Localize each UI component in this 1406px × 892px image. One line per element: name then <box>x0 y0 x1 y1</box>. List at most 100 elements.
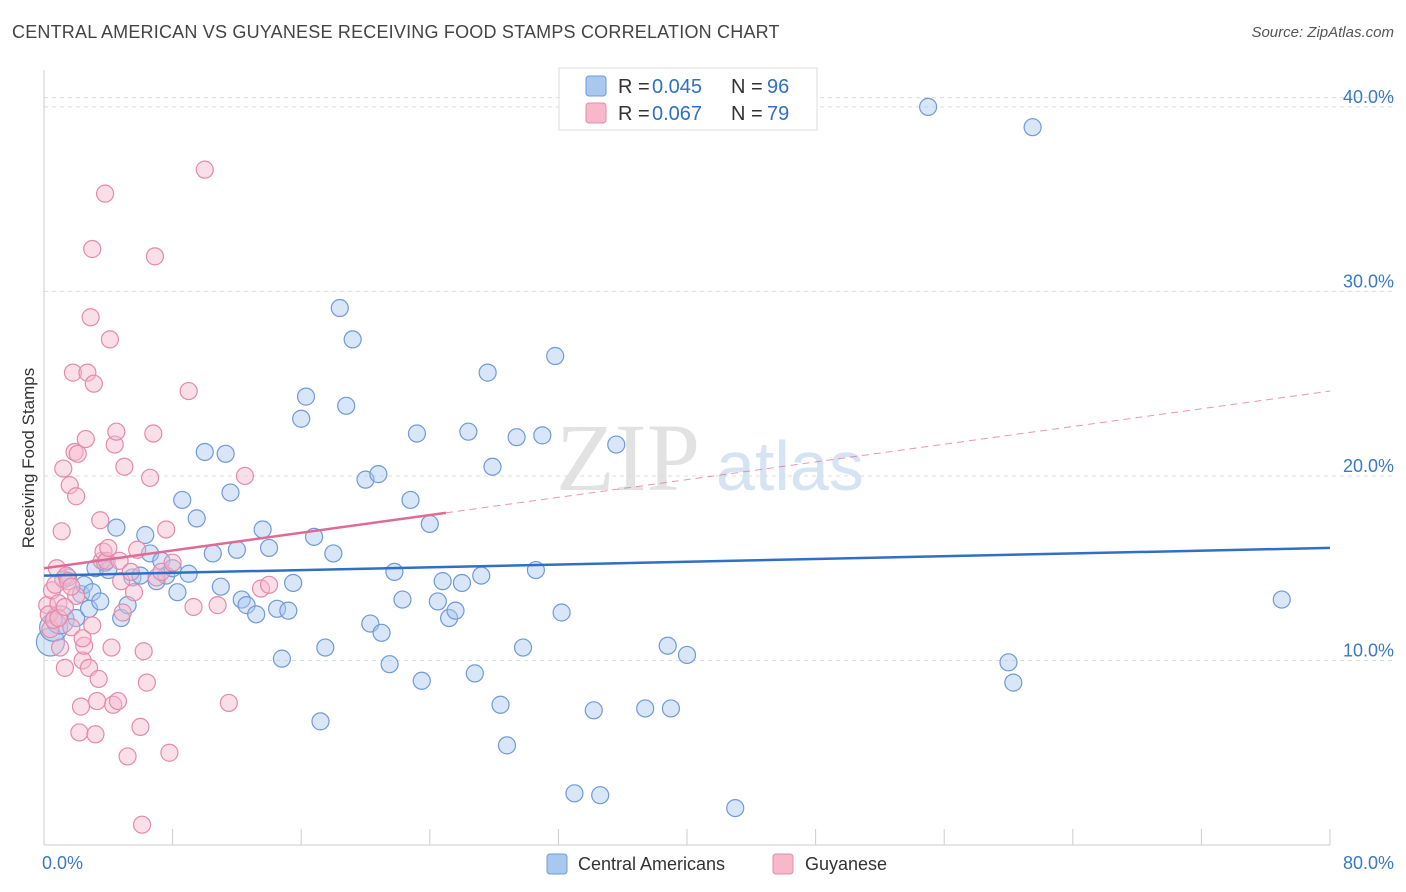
guyanese-point-68 <box>219 693 238 713</box>
stats-legend: R = 0.045 N = 96 R = 0.067 N = 79 <box>558 67 818 131</box>
guyanese-point-30 <box>86 725 105 744</box>
central-americans-point-91 <box>919 97 938 117</box>
central-americans-point-76 <box>507 428 526 447</box>
watermark-atlas: atlas <box>716 427 864 505</box>
guyanese-point-25 <box>78 363 97 382</box>
bottom-legend-swatch-guyanese <box>772 853 794 875</box>
central-americans-point-68 <box>452 573 472 593</box>
central-americans-point-65 <box>433 572 452 591</box>
central-americans-point-63 <box>420 514 439 534</box>
guyanese-point-47 <box>115 457 134 476</box>
central-americans-point-39 <box>259 538 279 558</box>
guyanese-point-67 <box>208 596 227 615</box>
guyanese-point-16 <box>63 363 83 382</box>
guyanese-point-53 <box>132 815 152 834</box>
guyanese-point-54 <box>134 642 153 661</box>
central-americans-point-31 <box>211 577 230 596</box>
guyanese-point-44 <box>108 691 128 711</box>
central-americans-point-95 <box>1272 590 1291 609</box>
y-tick-label-3: 40.0% <box>1343 87 1394 107</box>
central-americans-point-90 <box>726 798 745 818</box>
guyanese-point-77 <box>73 629 92 648</box>
y-tick-label-2: 30.0% <box>1343 271 1394 291</box>
guyanese-point-50 <box>124 583 144 602</box>
central-americans-point-61 <box>407 424 427 443</box>
guyanese-point-23 <box>75 636 94 655</box>
central-americans-point-74 <box>491 695 510 714</box>
legend-r-value-1: 0.045 <box>652 76 702 98</box>
legend-swatch-guyanese <box>585 102 607 124</box>
central-americans-point-89 <box>677 645 697 665</box>
axes <box>43 70 1331 846</box>
central-americans-point-67 <box>446 601 465 620</box>
bottom-legend-swatch-central-americans <box>546 853 568 875</box>
central-americans-point-80 <box>546 346 565 366</box>
guyanese-point-9 <box>52 522 71 541</box>
guyanese-point-72 <box>113 603 132 622</box>
legend-n-value-2: 79 <box>767 103 789 125</box>
central-americans-trend-line <box>43 546 1331 577</box>
y-tick-label-0: 10.0% <box>1343 640 1394 660</box>
guyanese-point-14 <box>60 476 79 495</box>
guyanese-point-33 <box>91 511 110 530</box>
central-americans-point-55 <box>369 465 388 484</box>
central-americans-point-75 <box>497 736 517 755</box>
central-americans-point-92 <box>999 653 1018 672</box>
guyanese-point-13 <box>59 572 78 591</box>
central-americans-point-59 <box>393 590 412 609</box>
central-americans-point-41 <box>272 649 292 668</box>
central-americans-point-87 <box>658 636 677 655</box>
legend-swatch-central-americans <box>585 75 607 97</box>
central-americans-point-43 <box>284 573 303 593</box>
legend-n-label-2: N = <box>731 103 763 125</box>
guyanese-point-21 <box>71 697 91 716</box>
guyanese-point-29 <box>84 374 103 393</box>
central-americans-point-83 <box>584 701 603 720</box>
central-americans-point-42 <box>279 601 298 620</box>
guyanese-point-66 <box>195 160 214 179</box>
guyanese-point-56 <box>140 468 160 487</box>
central-americans-point-86 <box>636 699 655 718</box>
guyanese-point-39 <box>100 330 120 349</box>
central-americans-point-36 <box>237 596 256 615</box>
guyanese-point-57 <box>144 424 163 443</box>
legend-n-value-1: 96 <box>767 76 789 98</box>
guyanese-point-69 <box>235 466 255 486</box>
central-americans-point-71 <box>472 566 491 585</box>
central-americans-point-26 <box>173 490 192 510</box>
guyanese-point-11 <box>55 658 74 677</box>
guyanese-point-71 <box>259 575 279 594</box>
guyanese-point-63 <box>163 553 182 572</box>
legend-r-label-1: R = <box>618 76 650 98</box>
central-americans-point-66 <box>439 608 459 628</box>
guyanese-point-27 <box>81 308 100 327</box>
guyanese-point-58 <box>145 247 165 266</box>
gridlines <box>44 97 1394 661</box>
central-americans-point-44 <box>292 409 311 428</box>
central-americans-point-94 <box>1023 118 1042 137</box>
central-americans-point-45 <box>296 387 316 406</box>
bottom-legend-label-guyanese: Guyanese <box>805 854 887 874</box>
central-americans-point-33 <box>221 483 240 502</box>
central-americans-point-37 <box>247 605 266 624</box>
central-americans-point-35 <box>232 590 251 609</box>
guyanese-trend-extension <box>445 390 1331 514</box>
y-axis-title: Receiving Food Stamps <box>19 368 38 548</box>
central-americans-point-77 <box>513 638 533 657</box>
guyanese-point-55 <box>137 673 156 692</box>
central-americans-point-32 <box>216 444 235 463</box>
central-americans-point-19 <box>136 525 155 545</box>
data-points <box>35 97 1291 834</box>
central-americans-point-93 <box>1004 673 1023 692</box>
central-americans-point-50 <box>330 298 349 318</box>
guyanese-point-62 <box>160 743 179 762</box>
chart-title: CENTRAL AMERICAN VS GUYANESE RECEIVING F… <box>12 22 780 42</box>
central-americans-point-34 <box>227 540 246 559</box>
central-americans-point-72 <box>478 363 497 382</box>
guyanese-point-32 <box>89 669 108 689</box>
guyanese-point-46 <box>112 572 131 591</box>
legend-n-label-1: N = <box>731 76 763 98</box>
bottom-legend-label-central-americans: Central Americans <box>578 854 725 874</box>
central-americans-point-5 <box>67 608 86 628</box>
central-americans-point-40 <box>267 599 287 618</box>
